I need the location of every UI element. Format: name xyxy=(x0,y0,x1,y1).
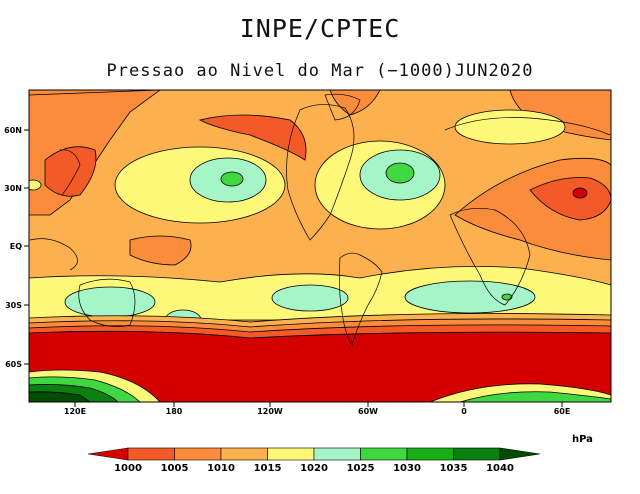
high-north-pacific-core xyxy=(220,171,244,187)
legend-label-1025: 1025 xyxy=(347,463,375,474)
lon-label-60e: 60E xyxy=(554,407,571,416)
legend-box-3 xyxy=(220,447,268,461)
south-america-coast xyxy=(338,252,383,346)
legend-label-1015: 1015 xyxy=(254,463,282,474)
high-azores-core xyxy=(385,162,415,184)
pressure-field xyxy=(29,90,611,402)
legend-box-5 xyxy=(313,447,361,461)
legend-label-1010: 1010 xyxy=(207,463,235,474)
high-europe xyxy=(454,109,566,145)
legend-box-2 xyxy=(174,447,222,461)
legend-label-1030: 1030 xyxy=(393,463,421,474)
legend-label-1040: 1040 xyxy=(486,463,514,474)
high-south-africa-core xyxy=(501,293,513,301)
africa-coast xyxy=(449,208,531,306)
antarctic-high-4 xyxy=(29,391,91,402)
low-equatorial-pacific xyxy=(129,235,192,266)
color-bar-legend: hPa 1000 1005 1010 1015 1020 1025 1030 1035 1040 xyxy=(87,434,593,474)
lat-label-30n: 30N xyxy=(4,184,22,193)
lon-label-120e: 120E xyxy=(64,407,86,416)
north-america-coast xyxy=(286,104,355,241)
lon-label-0: 0 xyxy=(461,407,467,416)
latitude-axis: 60N 30N EQ 30S 60S xyxy=(4,126,29,369)
legend-box-above-max xyxy=(499,447,541,461)
band-southern-ocean xyxy=(29,330,611,402)
legend-box-below-min xyxy=(87,447,129,461)
indonesia-coast xyxy=(29,238,78,271)
coastlines xyxy=(29,93,611,346)
legend-box-7 xyxy=(406,447,454,461)
lat-label-60n: 60N xyxy=(4,126,22,135)
map-subtitle: Pressao ao Nivel do Mar (−1000)JUN2020 xyxy=(106,61,534,81)
legend-box-1 xyxy=(127,447,175,461)
legend-label-1000: 1000 xyxy=(114,463,142,474)
legend-label-1020: 1020 xyxy=(300,463,328,474)
legend-label-1005: 1005 xyxy=(161,463,189,474)
lon-label-60w: 60W xyxy=(358,407,378,416)
eurasia-coast xyxy=(444,117,611,136)
greenland-coast xyxy=(324,93,361,121)
lat-label-30s: 30S xyxy=(5,301,22,310)
japan-coast xyxy=(59,149,81,196)
australia-coast xyxy=(78,278,136,327)
high-australia xyxy=(64,286,156,318)
lon-label-120w: 120W xyxy=(257,407,283,416)
legend-label-1035: 1035 xyxy=(440,463,468,474)
legend-box-6 xyxy=(360,447,408,461)
legend-labels: 1000 1005 1010 1015 1020 1025 1030 1035 1040 xyxy=(114,463,514,474)
legend-box-4 xyxy=(267,447,315,461)
legend-unit: hPa xyxy=(572,434,593,445)
legend-box-8 xyxy=(453,447,501,461)
low-aleutian xyxy=(198,114,307,161)
lon-label-180: 180 xyxy=(166,407,183,416)
low-india-core xyxy=(572,187,588,199)
high-west-edge xyxy=(29,179,42,191)
lat-label-60s: 60S xyxy=(5,360,22,369)
longitude-axis: 120E 180 120W 60W 0 60E xyxy=(64,402,570,416)
lat-label-eq: EQ xyxy=(10,242,22,251)
antarctic-high-east-2 xyxy=(459,391,611,402)
high-south-atlantic xyxy=(404,280,536,314)
low-india-inner xyxy=(529,177,611,221)
low-asia-inner xyxy=(44,146,97,197)
legend-boxes xyxy=(87,447,541,461)
high-south-pacific xyxy=(271,284,349,312)
institution-title: INPE/CPTEC xyxy=(239,14,401,43)
